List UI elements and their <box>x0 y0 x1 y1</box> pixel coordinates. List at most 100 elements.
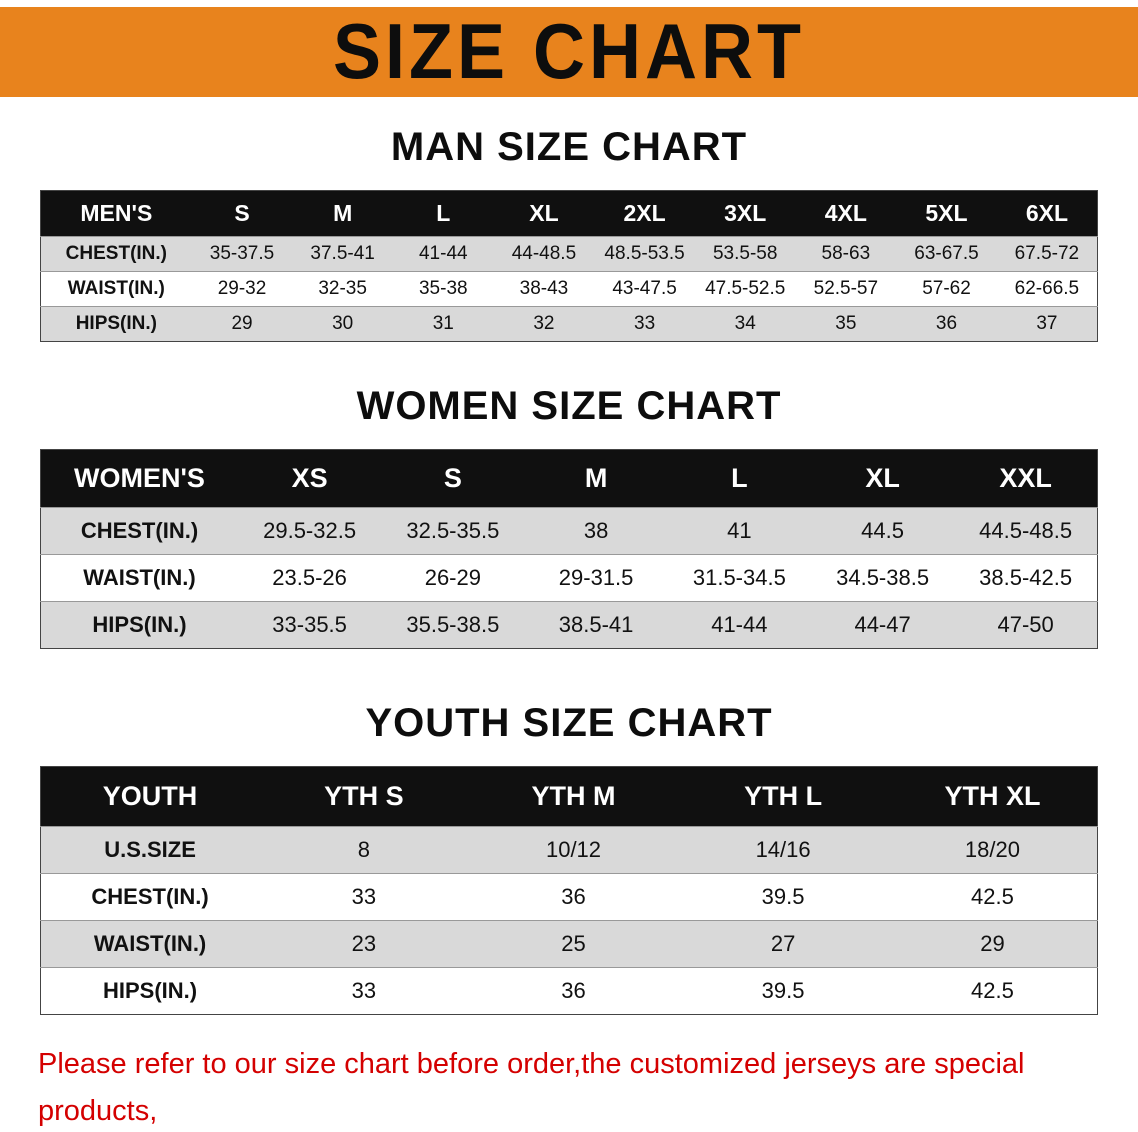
size-column-header: XS <box>237 449 382 508</box>
size-value: 10/12 <box>468 826 679 874</box>
size-value: 53.5-58 <box>694 236 796 272</box>
row-label: HIPS(IN.) <box>40 601 238 649</box>
size-column-header: XL <box>493 190 595 237</box>
size-value: 29 <box>887 920 1098 968</box>
size-value: 33 <box>594 306 695 342</box>
size-column-header: M <box>292 190 393 237</box>
men-size-table: MEN'S S M L XL 2XL 3XL 4XL 5XL 6XL CHEST(IN.) 35-37… <box>40 190 1098 342</box>
size-value: 27 <box>678 920 888 968</box>
size-value: 44-47 <box>810 601 955 649</box>
disclaimer-line-1: Please refer to our size chart before or… <box>38 1048 1025 1127</box>
size-value: 39.5 <box>678 967 888 1015</box>
section-title-youth: YOUTH SIZE CHART <box>365 701 773 745</box>
size-value: 41-44 <box>392 236 494 272</box>
size-value: 26-29 <box>381 554 525 602</box>
size-value: 32 <box>493 306 595 342</box>
size-column-header: L <box>667 449 811 508</box>
size-value: 37.5-41 <box>292 236 393 272</box>
size-column-header: YTH L <box>678 766 888 827</box>
size-column-header: XXL <box>954 449 1098 508</box>
size-value: 52.5-57 <box>795 271 897 307</box>
row-label: WAIST(IN.) <box>40 271 192 307</box>
table-header-row: WOMEN'S XS S M L XL XXL <box>40 449 1098 508</box>
size-value: 32-35 <box>292 271 393 307</box>
table-corner-label: YOUTH <box>40 766 260 827</box>
size-value: 38.5-41 <box>524 601 668 649</box>
size-value: 34.5-38.5 <box>810 554 955 602</box>
table-row: WAIST(IN.) 23 25 27 29 <box>40 920 1098 968</box>
size-value: 36 <box>468 967 679 1015</box>
size-value: 29 <box>191 306 293 342</box>
size-value: 38-43 <box>493 271 595 307</box>
table-corner-label: MEN'S <box>40 190 192 237</box>
size-value: 33 <box>259 967 469 1015</box>
size-value: 33 <box>259 873 469 921</box>
table-row: WAIST(IN.) 29-32 32-35 35-38 38-43 43-47.5 47.… <box>40 271 1098 307</box>
size-value: 30 <box>292 306 393 342</box>
size-value: 39.5 <box>678 873 888 921</box>
size-value: 47-50 <box>954 601 1098 649</box>
size-value: 35 <box>795 306 897 342</box>
table-row: WAIST(IN.) 23.5-26 26-29 29-31.5 31.5-34.5 34… <box>40 554 1098 602</box>
women-size-table: WOMEN'S XS S M L XL XXL CHEST(IN.) 29.5-32.5 32.5… <box>40 449 1098 649</box>
size-value: 42.5 <box>887 873 1098 921</box>
size-column-header: 6XL <box>996 190 1098 237</box>
size-value: 38 <box>524 507 668 555</box>
row-label: HIPS(IN.) <box>40 306 192 342</box>
table-row: HIPS(IN.) 29 30 31 32 33 34 35 36 37 <box>40 306 1098 342</box>
size-value: 44-48.5 <box>493 236 595 272</box>
size-value: 32.5-35.5 <box>381 507 525 555</box>
youth-size-table: YOUTH YTH S YTH M YTH L YTH XL U.S.SIZE 8 10/12… <box>40 766 1098 1015</box>
size-column-header: S <box>381 449 525 508</box>
size-column-header: 3XL <box>694 190 796 237</box>
size-column-header: YTH S <box>259 766 469 827</box>
size-value: 33-35.5 <box>237 601 382 649</box>
table-header-row: YOUTH YTH S YTH M YTH L YTH XL <box>40 766 1098 827</box>
size-value: 36 <box>468 873 679 921</box>
size-value: 47.5-52.5 <box>694 271 796 307</box>
size-value: 35-37.5 <box>191 236 293 272</box>
size-value: 63-67.5 <box>896 236 997 272</box>
size-column-header: 2XL <box>594 190 695 237</box>
banner: SIZE CHART <box>0 7 1138 97</box>
section-men: MAN SIZE CHART MEN'S S M L XL 2XL 3XL 4XL 5XL 6XL… <box>0 125 1138 342</box>
size-value: 41 <box>667 507 811 555</box>
size-value: 62-66.5 <box>996 271 1098 307</box>
size-value: 25 <box>468 920 679 968</box>
size-value: 29-31.5 <box>524 554 668 602</box>
page-title: SIZE CHART <box>333 8 805 96</box>
size-value: 8 <box>259 826 469 874</box>
table-corner-label: WOMEN'S <box>40 449 238 508</box>
size-column-header: 4XL <box>795 190 897 237</box>
size-value: 44.5-48.5 <box>954 507 1098 555</box>
size-column-header: M <box>524 449 668 508</box>
row-label: CHEST(IN.) <box>40 507 238 555</box>
size-value: 29-32 <box>191 271 293 307</box>
table-row: CHEST(IN.) 29.5-32.5 32.5-35.5 38 41 44.5 44.5… <box>40 507 1098 555</box>
size-column-header: YTH M <box>468 766 679 827</box>
size-value: 23.5-26 <box>237 554 382 602</box>
size-value: 57-62 <box>896 271 997 307</box>
size-value: 35.5-38.5 <box>381 601 525 649</box>
size-value: 67.5-72 <box>996 236 1098 272</box>
section-title-men: MAN SIZE CHART <box>390 125 748 169</box>
row-label: CHEST(IN.) <box>40 236 192 272</box>
table-row: CHEST(IN.) 35-37.5 37.5-41 41-44 44-48.5 48.5… <box>40 236 1098 272</box>
table-row: HIPS(IN.) 33-35.5 35.5-38.5 38.5-41 41-44 44-… <box>40 601 1098 649</box>
size-value: 43-47.5 <box>594 271 695 307</box>
row-label: WAIST(IN.) <box>40 920 260 968</box>
size-value: 34 <box>694 306 796 342</box>
size-value: 31 <box>392 306 494 342</box>
size-column-header: S <box>191 190 293 237</box>
table-row: CHEST(IN.) 33 36 39.5 42.5 <box>40 873 1098 921</box>
size-value: 29.5-32.5 <box>237 507 382 555</box>
table-row: HIPS(IN.) 33 36 39.5 42.5 <box>40 967 1098 1015</box>
size-value: 38.5-42.5 <box>954 554 1098 602</box>
size-value: 31.5-34.5 <box>667 554 811 602</box>
size-column-header: YTH XL <box>887 766 1098 827</box>
row-label: CHEST(IN.) <box>40 873 260 921</box>
size-value: 44.5 <box>810 507 955 555</box>
size-value: 35-38 <box>392 271 494 307</box>
size-value: 23 <box>259 920 469 968</box>
section-youth: YOUTH SIZE CHART YOUTH YTH S YTH M YTH L YTH… <box>0 701 1138 1015</box>
